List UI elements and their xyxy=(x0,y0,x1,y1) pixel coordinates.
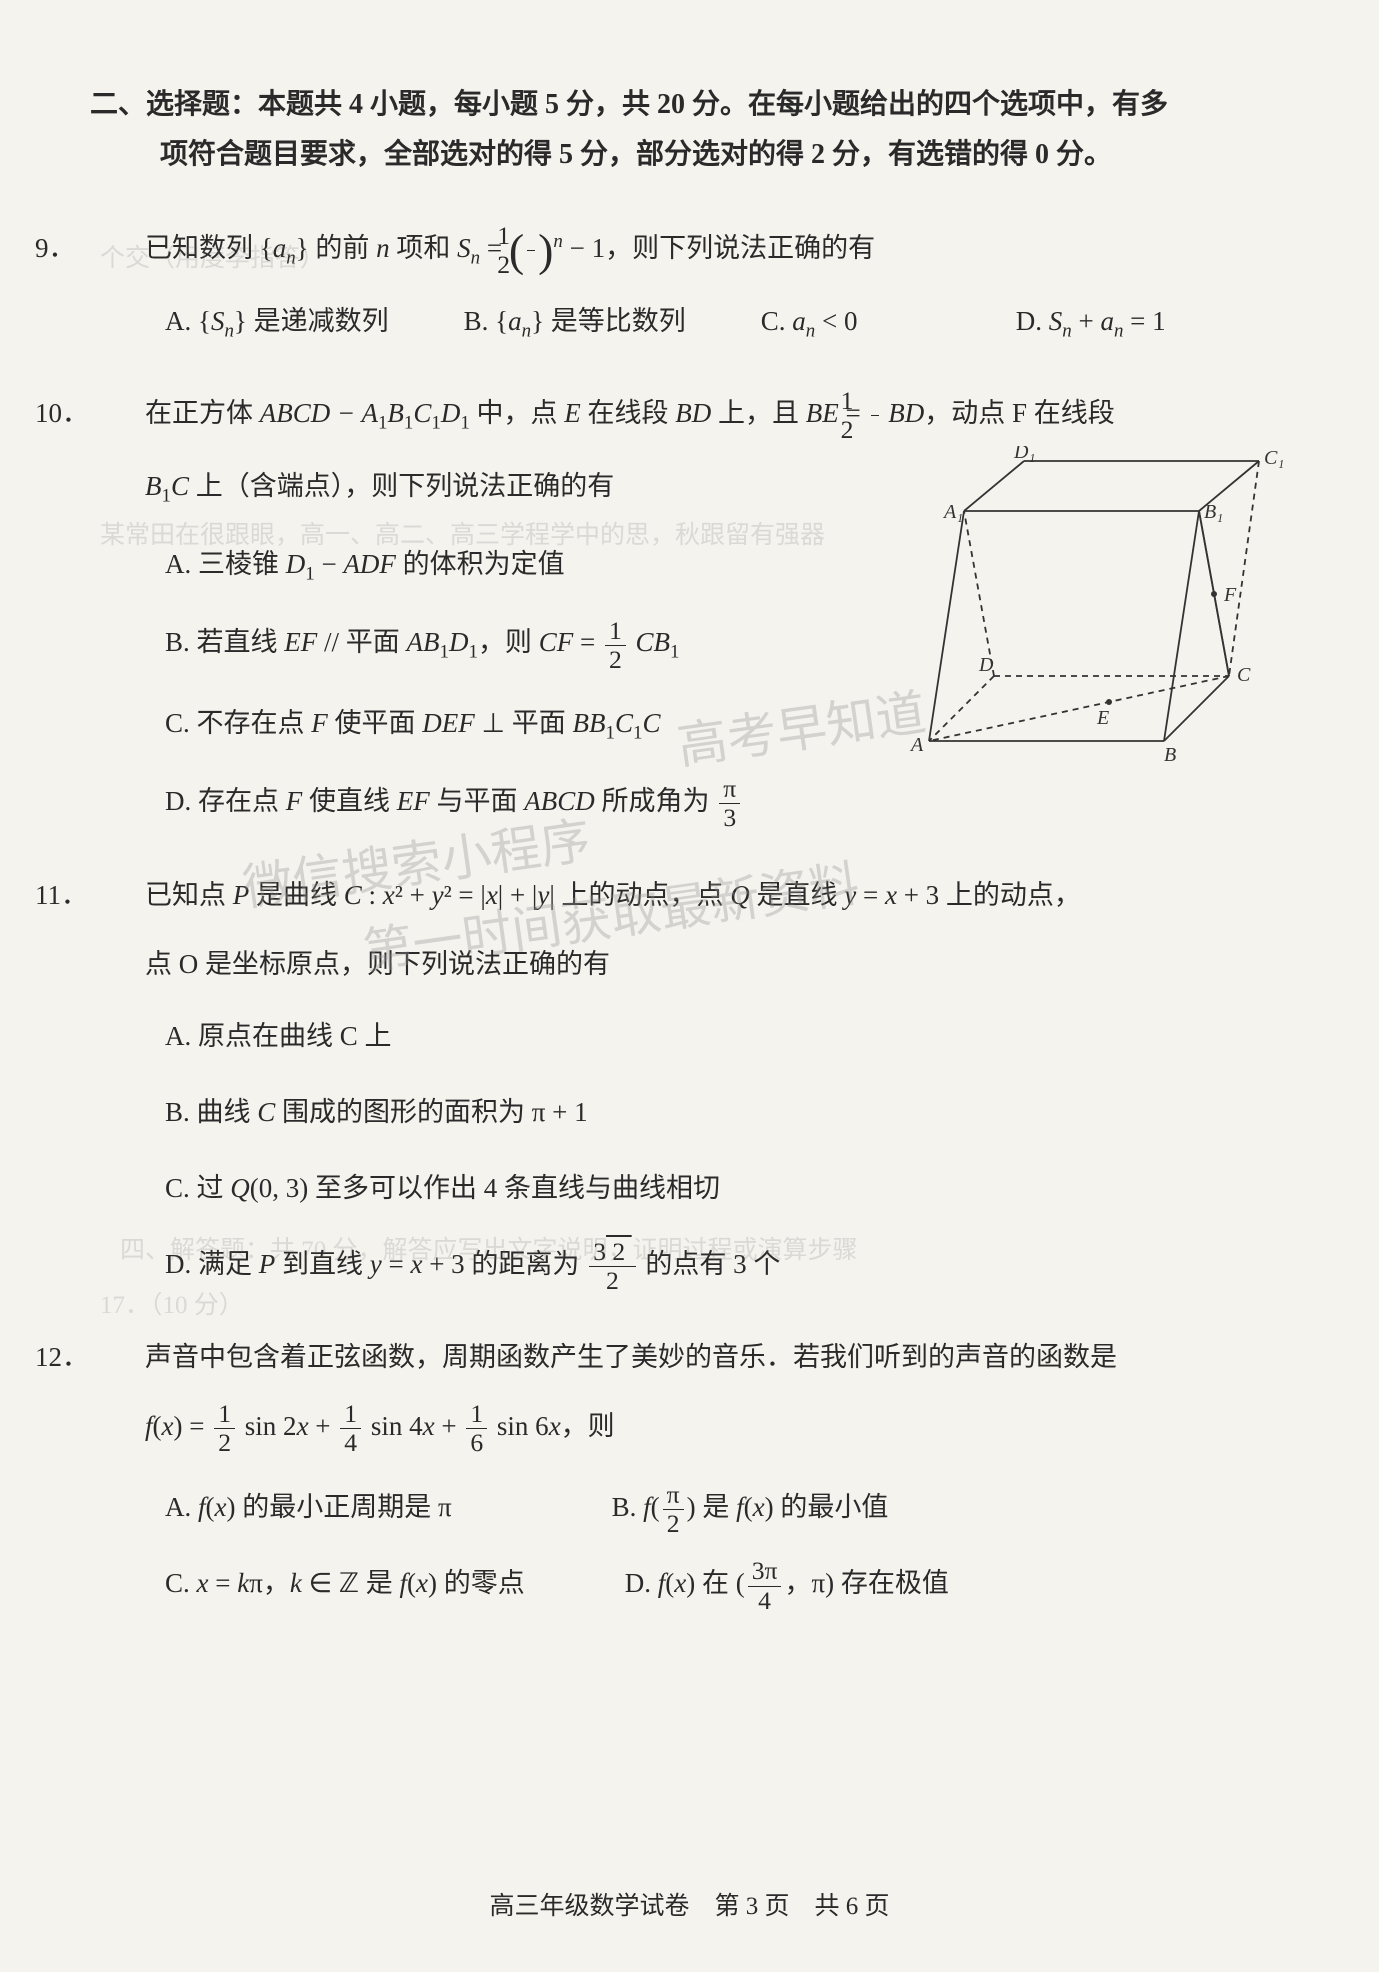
q9-stem: 9．已知数列 {an} 的前 n 项和 Sn = (12)n − 1，则下列说法… xyxy=(90,221,1289,280)
q11-opt-a: A. 原点在曲线 C 上 xyxy=(165,1009,1289,1063)
page-footer: 高三年级数学试卷 第 3 页 共 6 页 xyxy=(0,1886,1379,1922)
q11-opt-d: D. 满足 P 到直线 y = x + 3 的距离为 3 2 2 的点有 3 个 xyxy=(165,1237,1289,1296)
q9-opt-a: A. {Sn} 是递减数列 xyxy=(165,294,389,350)
q11-opt-b: B. 曲线 C 围成的图形的面积为 π + 1 xyxy=(165,1085,1289,1139)
label-c1: C₁ xyxy=(1264,447,1284,469)
question-9: 9．已知数列 {an} 的前 n 项和 Sn = (12)n − 1，则下列说法… xyxy=(90,221,1289,351)
q9-options: A. {Sn} 是递减数列 B. {an} 是等比数列 C. an < 0 D.… xyxy=(90,294,1289,350)
question-10: 10．在正方体 ABCD − A1B1C1D1 中，点 E 在线段 BD 上，且… xyxy=(90,386,1289,833)
q10-stem-2: B1C 上（含端点），则下列说法正确的有 xyxy=(145,459,870,515)
cube-diagram: D₁ C₁ A₁ B₁ D C A B E F xyxy=(899,446,1289,766)
q10-opt-d: D. 存在点 F 使直线 EF 与平面 ABCD 所成角为 π3 xyxy=(165,774,870,833)
q12-opt-d: D. f(x) 在 (3π4，π) 存在极值 xyxy=(625,1556,949,1615)
label-b: B xyxy=(1164,744,1176,766)
label-b1: B₁ xyxy=(1204,501,1223,523)
label-d1: D₁ xyxy=(1013,446,1035,463)
label-f: F xyxy=(1223,584,1237,606)
q9-number: 9． xyxy=(90,221,145,275)
q12-stem: 12．声音中包含着正弦函数，周期函数产生了美妙的音乐．若我们听到的声音的函数是 xyxy=(90,1330,1289,1384)
label-a1: A₁ xyxy=(942,501,963,523)
q12-opt-a: A. f(x) 的最小正周期是 π xyxy=(165,1480,452,1539)
q10-opt-c: C. 不存在点 F 使平面 DEF ⊥ 平面 BB1C1C xyxy=(165,696,870,752)
question-12: 12．声音中包含着正弦函数，周期函数产生了美妙的音乐．若我们听到的声音的函数是 … xyxy=(90,1330,1289,1615)
label-c: C xyxy=(1237,664,1251,686)
section-header: 二、选择题：本题共 4 小题，每小题 5 分，共 20 分。在每小题给出的四个选… xyxy=(90,80,1289,181)
label-a: A xyxy=(909,734,924,756)
q9-opt-c: C. an < 0 xyxy=(761,294,941,350)
q12-number: 12． xyxy=(90,1330,145,1384)
label-e: E xyxy=(1096,707,1109,729)
q11-stem: 11．已知点 P 是曲线 C : x² + y² = |x| + |y| 上的动… xyxy=(90,868,1289,922)
q10-stem: 10．在正方体 ABCD − A1B1C1D1 中，点 E 在线段 BD 上，且… xyxy=(90,386,1289,445)
header-line-2: 项符合题目要求，全部选对的得 5 分，部分选对的得 2 分，有选错的得 0 分。 xyxy=(90,130,1289,180)
q10-number: 10． xyxy=(90,386,145,440)
exam-page: 二、选择题：本题共 4 小题，每小题 5 分，共 20 分。在每小题给出的四个选… xyxy=(0,0,1379,1972)
q11-number: 11． xyxy=(90,868,145,922)
header-line-1: 二、选择题：本题共 4 小题，每小题 5 分，共 20 分。在每小题给出的四个选… xyxy=(90,80,1289,130)
q10-opt-b: B. 若直线 EF // 平面 AB1D1，则 CF = 12 CB1 xyxy=(165,615,870,674)
q12-opt-c: C. x = kπ，k ∈ ℤ 是 f(x) 的零点 xyxy=(165,1556,525,1615)
q12-opt-b: B. f(π2) 是 f(x) 的最小值 xyxy=(612,1480,889,1539)
q9-opt-b: B. {an} 是等比数列 xyxy=(464,294,686,350)
question-11: 11．已知点 P 是曲线 C : x² + y² = |x| + |y| 上的动… xyxy=(90,868,1289,1296)
q10-opt-a: A. 三棱锥 D1 − ADF 的体积为定值 xyxy=(165,537,870,593)
q12-formula: f(x) = 12 sin 2x + 14 sin 4x + 16 sin 6x… xyxy=(90,1399,1289,1458)
label-d: D xyxy=(978,654,994,676)
q11-opt-c: C. 过 Q(0, 3) 至多可以作出 4 条直线与曲线相切 xyxy=(165,1161,1289,1215)
q9-opt-d: D. Sn + an = 1 xyxy=(1016,294,1196,350)
q11-stem-2: 点 O 是坐标原点，则下列说法正确的有 xyxy=(90,937,1289,991)
